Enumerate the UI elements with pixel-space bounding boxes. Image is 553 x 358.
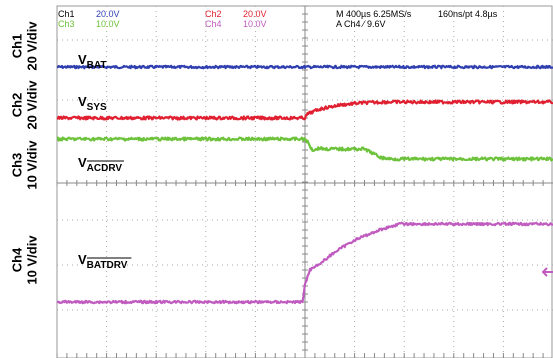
- ch3-scale-readout: 10.0V: [96, 19, 120, 29]
- ch1-name-readout: Ch1: [58, 9, 75, 19]
- series-batdrv-line: [56, 221, 553, 305]
- ch1-scale-readout: 20.0V: [96, 9, 120, 19]
- label-bat: VBAT: [78, 52, 106, 71]
- ch4-name-readout: Ch4: [205, 19, 222, 29]
- series-acdrv-line: [56, 136, 553, 162]
- series-sys-line: [56, 99, 553, 121]
- trigger-readout: A Ch4 ⁄ 9.6V: [336, 19, 386, 29]
- label-sys: VSYS: [78, 94, 107, 113]
- label-acdrv: VACDRV: [78, 155, 122, 174]
- ch4-scale-readout: 10.0V: [243, 19, 267, 29]
- ch2-scale-readout: 20.0V: [243, 9, 267, 19]
- trigger-level-marker-icon: [541, 267, 553, 277]
- ch2-name-readout: Ch2: [205, 9, 222, 19]
- ch3-name-readout: Ch3: [58, 19, 75, 29]
- label-batdrv: VBATDRV: [78, 252, 128, 271]
- series-bat-line: [56, 64, 553, 70]
- resolution-readout: 160ns/pt 4.8µs: [438, 9, 498, 19]
- timebase-readout: M 400µs 6.25MS/s: [336, 9, 412, 19]
